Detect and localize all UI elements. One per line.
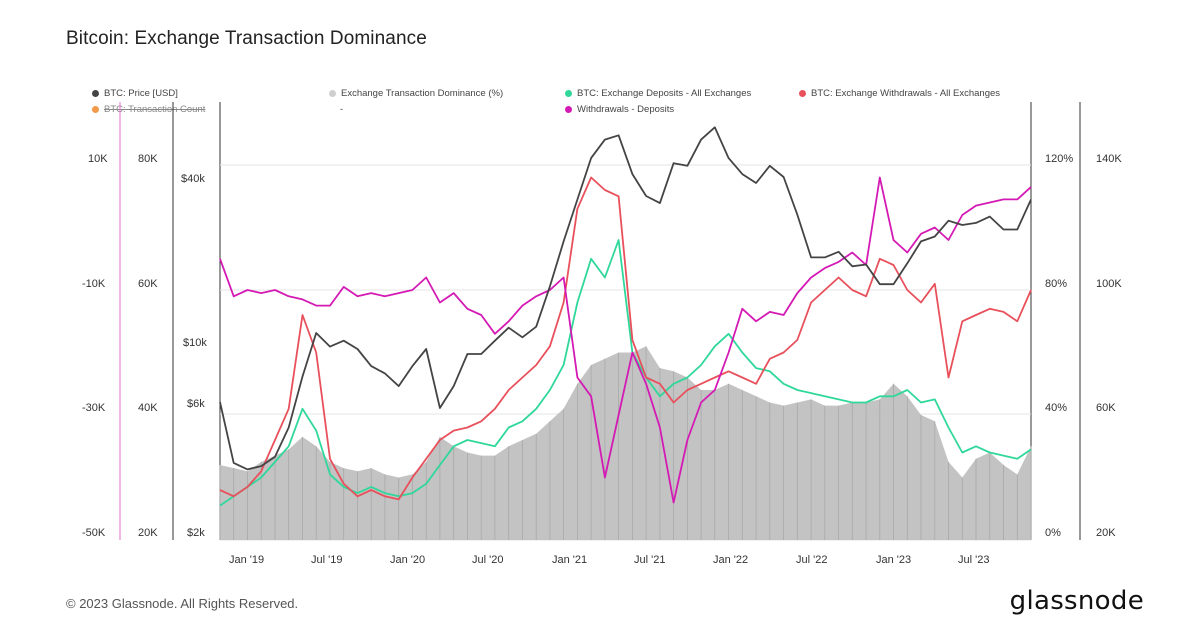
legend-label: - bbox=[340, 104, 344, 115]
legend-item-deposits[interactable]: BTC: Exchange Deposits - All Exchanges bbox=[565, 88, 751, 99]
x-tick: Jul '19 bbox=[311, 554, 343, 566]
y-dominance-tick: 120% bbox=[1045, 153, 1074, 165]
y-net-tick: -10K bbox=[82, 278, 106, 290]
y-count-tick: 80K bbox=[138, 153, 158, 165]
x-tick: Jul '20 bbox=[472, 554, 504, 566]
y-count-tick: 20K bbox=[138, 527, 158, 539]
legend-item-blank: - bbox=[340, 104, 343, 115]
x-tick: Jan '22 bbox=[713, 554, 749, 566]
y-net-tick: -30K bbox=[82, 402, 106, 414]
series-line-price[interactable] bbox=[219, 126, 1032, 471]
legend-item-withdrawals[interactable]: BTC: Exchange Withdrawals - All Exchange… bbox=[799, 88, 1000, 99]
y-price-tick: $40k bbox=[181, 173, 205, 185]
legend-dot-icon bbox=[92, 90, 99, 97]
series-area-dominance[interactable] bbox=[220, 346, 1031, 540]
legend-label: Withdrawals - Deposits bbox=[577, 104, 675, 115]
chart-title: Bitcoin: Exchange Transaction Dominance bbox=[66, 28, 427, 49]
legend-dot-icon bbox=[92, 106, 99, 113]
x-tick: Jul '22 bbox=[796, 554, 828, 566]
legend-label: Exchange Transaction Dominance (%) bbox=[341, 88, 504, 99]
legend-label: BTC: Exchange Deposits - All Exchanges bbox=[577, 88, 752, 99]
y-price-tick: $2k bbox=[187, 527, 205, 539]
y-net-tick: 10K bbox=[88, 153, 108, 165]
legend-item-dominance[interactable]: Exchange Transaction Dominance (%) bbox=[329, 88, 503, 99]
y-price-tick: $6k bbox=[187, 398, 205, 410]
y-count-tick: 40K bbox=[138, 402, 158, 414]
y-net-tick: -50K bbox=[82, 527, 106, 539]
x-tick: Jan '20 bbox=[390, 554, 426, 566]
y-price-tick: $10k bbox=[183, 337, 207, 349]
legend-label: BTC: Transaction Count bbox=[104, 104, 206, 115]
legend-dot-icon bbox=[329, 90, 336, 97]
legend-item-net-flow[interactable]: Withdrawals - Deposits bbox=[565, 104, 674, 115]
y-dominance-tick: 40% bbox=[1045, 402, 1068, 414]
legend-label: BTC: Price [USD] bbox=[104, 88, 178, 99]
legend-label: BTC: Exchange Withdrawals - All Exchange… bbox=[811, 88, 1001, 99]
x-tick: Jul '21 bbox=[634, 554, 666, 566]
series-line-net[interactable] bbox=[219, 176, 1032, 504]
x-tick: Jan '23 bbox=[876, 554, 912, 566]
y-count-tick: 60K bbox=[138, 278, 158, 290]
y-dominance-tick: 0% bbox=[1045, 527, 1061, 539]
y-flows-tick: 100K bbox=[1096, 278, 1122, 290]
x-tick: Jan '19 bbox=[229, 554, 265, 566]
y-flows-tick: 60K bbox=[1096, 402, 1116, 414]
legend-item-tx-count[interactable]: BTC: Transaction Count bbox=[92, 104, 205, 115]
series-line-flows-withdrawals[interactable] bbox=[219, 176, 1032, 501]
legend-dot-icon bbox=[799, 90, 806, 97]
legend-dot-icon bbox=[565, 90, 572, 97]
legend-item-price[interactable]: BTC: Price [USD] bbox=[92, 88, 178, 99]
x-tick: Jul '23 bbox=[958, 554, 990, 566]
series-line-flows-deposits[interactable] bbox=[219, 239, 1032, 507]
y-dominance-tick: 80% bbox=[1045, 278, 1068, 290]
copyright: © 2023 Glassnode. All Rights Reserved. bbox=[66, 596, 299, 611]
x-tick: Jan '21 bbox=[552, 554, 588, 566]
y-flows-tick: 140K bbox=[1096, 153, 1122, 165]
y-flows-tick: 20K bbox=[1096, 527, 1116, 539]
legend-dot-icon bbox=[565, 106, 572, 113]
brand-logo: glassnode bbox=[1009, 586, 1144, 616]
